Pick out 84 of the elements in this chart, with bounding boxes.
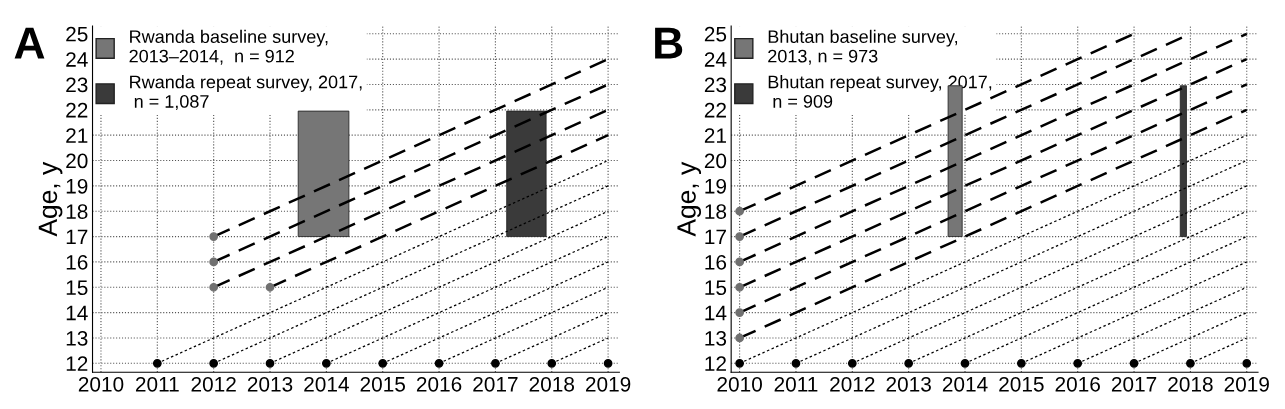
x-tick-label: 2013 <box>886 376 931 392</box>
point <box>434 358 444 368</box>
chart-title: A <box>14 27 45 59</box>
x-tick-label: 2013 <box>247 376 293 392</box>
point <box>904 358 914 368</box>
y-axis-title: Age, y <box>38 161 63 237</box>
y-tick-label: 21 <box>704 128 726 143</box>
y-tick-label: 12 <box>66 356 88 371</box>
x-tick-label: 2017 <box>1111 376 1157 392</box>
point <box>603 358 613 368</box>
point <box>735 206 744 216</box>
point <box>547 358 557 368</box>
y-tick-label: 18 <box>705 204 727 219</box>
y-tick-label: 20 <box>704 153 727 169</box>
y-tick-label: 22 <box>704 102 726 118</box>
point <box>1016 358 1026 368</box>
point <box>209 282 219 292</box>
point <box>735 358 744 368</box>
point <box>735 257 744 267</box>
y-tick-label: 20 <box>66 153 88 169</box>
y-tick-label: 13 <box>705 330 727 346</box>
y-tick-label: 19 <box>705 178 727 194</box>
point <box>265 358 275 368</box>
point <box>735 308 744 317</box>
x-tick-label: 2014 <box>942 376 988 392</box>
y-tick-label: 16 <box>705 254 727 270</box>
x-tick-label: 2011 <box>774 376 818 392</box>
x-tick-label: 2015 <box>360 376 406 392</box>
legend-label: Bhutan baseline survey, 2013, n = 973 <box>768 29 958 65</box>
y-tick-label: 25 <box>704 26 727 42</box>
point <box>378 358 388 368</box>
y-tick-label: 17 <box>705 229 726 245</box>
x-tick-label: 2016 <box>1055 376 1100 392</box>
point <box>1242 358 1252 368</box>
y-tick-label: 15 <box>705 280 727 296</box>
y-tick-label: 24 <box>66 52 88 67</box>
x-tick-label: 2019 <box>585 376 631 392</box>
x-tick-label: 2018 <box>1168 376 1213 392</box>
x-tick-label: 2018 <box>529 376 575 392</box>
y-tick-label: 18 <box>66 204 88 219</box>
x-tick-label: 2012 <box>830 376 875 392</box>
point <box>791 358 801 368</box>
y-tick-label: 19 <box>66 178 88 194</box>
x-tick-label: 2015 <box>999 376 1044 392</box>
x-tick-label: 2012 <box>191 376 236 392</box>
chart-title: B <box>655 27 683 59</box>
point <box>1073 358 1083 368</box>
point <box>960 358 970 368</box>
x-tick-label: 2011 <box>135 376 179 392</box>
y-tick-label: 14 <box>66 305 88 321</box>
point <box>209 232 219 241</box>
y-tick-label: 15 <box>66 280 88 296</box>
point <box>209 358 219 368</box>
y-tick-label: 23 <box>66 77 88 93</box>
x-tick-label: 2017 <box>473 376 518 392</box>
legend-label: Rwanda repeat survey, 2017, n = 1,087 <box>130 75 362 110</box>
y-tick-label: 21 <box>66 128 88 143</box>
y-tick-label: 12 <box>705 356 726 371</box>
point <box>735 333 744 343</box>
x-tick-label: 2016 <box>416 376 462 392</box>
y-tick-label: 24 <box>704 52 727 67</box>
point <box>1129 358 1139 368</box>
y-tick-label: 14 <box>705 305 727 321</box>
point <box>209 257 219 267</box>
y-axis-title: Age, y <box>677 161 702 237</box>
point <box>735 232 744 241</box>
y-tick-label: 22 <box>66 102 88 118</box>
y-tick-label: 13 <box>66 330 88 346</box>
y-tick-label: 23 <box>704 77 727 93</box>
point <box>321 358 331 368</box>
x-tick-label: 2010 <box>78 376 124 392</box>
point <box>491 358 500 368</box>
y-tick-label: 16 <box>66 254 88 270</box>
point <box>1186 358 1195 368</box>
x-tick-label: 2019 <box>1224 376 1269 392</box>
point <box>735 282 744 292</box>
y-tick-label: 25 <box>66 26 88 42</box>
point <box>265 282 275 292</box>
point <box>847 358 857 368</box>
x-tick-label: 2014 <box>304 376 349 392</box>
x-tick-label: 2010 <box>717 376 762 392</box>
legend-label: Rwanda baseline survey, 2013–2014, n = 912 <box>129 29 328 65</box>
point <box>152 358 162 368</box>
y-tick-label: 17 <box>66 229 88 245</box>
